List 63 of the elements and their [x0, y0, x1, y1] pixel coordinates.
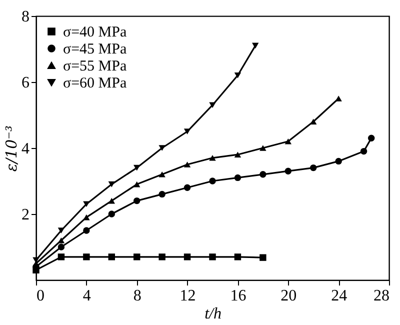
point: [260, 171, 266, 178]
point: [58, 237, 65, 244]
x-tick-label: 0: [36, 288, 44, 304]
point: [234, 254, 242, 260]
point: [158, 254, 166, 260]
y-axis-title: ε/10⁻³: [2, 125, 20, 172]
x-tick-label: 24: [331, 288, 348, 304]
point: [134, 164, 140, 171]
point: [310, 164, 317, 172]
point: [83, 201, 90, 208]
x-axis-title: t/h: [204, 306, 222, 322]
point: [83, 214, 90, 220]
point: [234, 152, 242, 158]
point: [368, 134, 375, 142]
point: [158, 145, 166, 151]
point: [184, 254, 191, 260]
y-tick-label: 2: [22, 206, 30, 224]
point: [335, 158, 342, 165]
point: [32, 260, 40, 266]
point: [108, 198, 115, 204]
point: [134, 254, 140, 260]
x-tick-label: 12: [180, 288, 196, 304]
point: [234, 72, 242, 78]
point: [234, 174, 242, 182]
point: [83, 227, 90, 234]
x-tick-label: 8: [133, 288, 142, 304]
legend-label: σ=45 MPa: [63, 42, 127, 58]
legend-label: σ=60 MPa: [63, 76, 127, 92]
point: [108, 210, 115, 218]
point: [360, 148, 368, 155]
legend-label: σ=55 MPa: [63, 58, 127, 74]
x-tick-label: 4: [82, 288, 91, 304]
point: [252, 42, 259, 49]
point: [209, 254, 216, 260]
point: [134, 181, 140, 188]
legend-label: σ=40 MPa: [63, 24, 127, 40]
point: [284, 138, 292, 144]
x-tick-label: 20: [280, 288, 297, 304]
point: [184, 184, 191, 191]
point: [284, 168, 292, 174]
point: [58, 228, 65, 234]
point: [108, 254, 115, 260]
point: [58, 244, 65, 250]
point: [158, 171, 166, 178]
point: [58, 254, 65, 260]
y-tick-label: 6: [22, 74, 30, 92]
point: [260, 145, 266, 151]
point: [83, 254, 90, 260]
x-tick-label: 28: [374, 288, 390, 304]
point: [158, 190, 166, 198]
point: [184, 128, 191, 134]
point: [310, 118, 317, 125]
point: [335, 96, 342, 102]
y-tick-label: 4: [22, 140, 30, 158]
point: [134, 197, 140, 204]
point: [260, 254, 266, 261]
point: [209, 178, 216, 184]
y-tick-label: 8: [22, 8, 30, 26]
point: [184, 162, 191, 168]
x-tick-label: 16: [230, 288, 246, 304]
point: [209, 102, 216, 108]
point: [108, 181, 115, 188]
point: [209, 154, 216, 161]
